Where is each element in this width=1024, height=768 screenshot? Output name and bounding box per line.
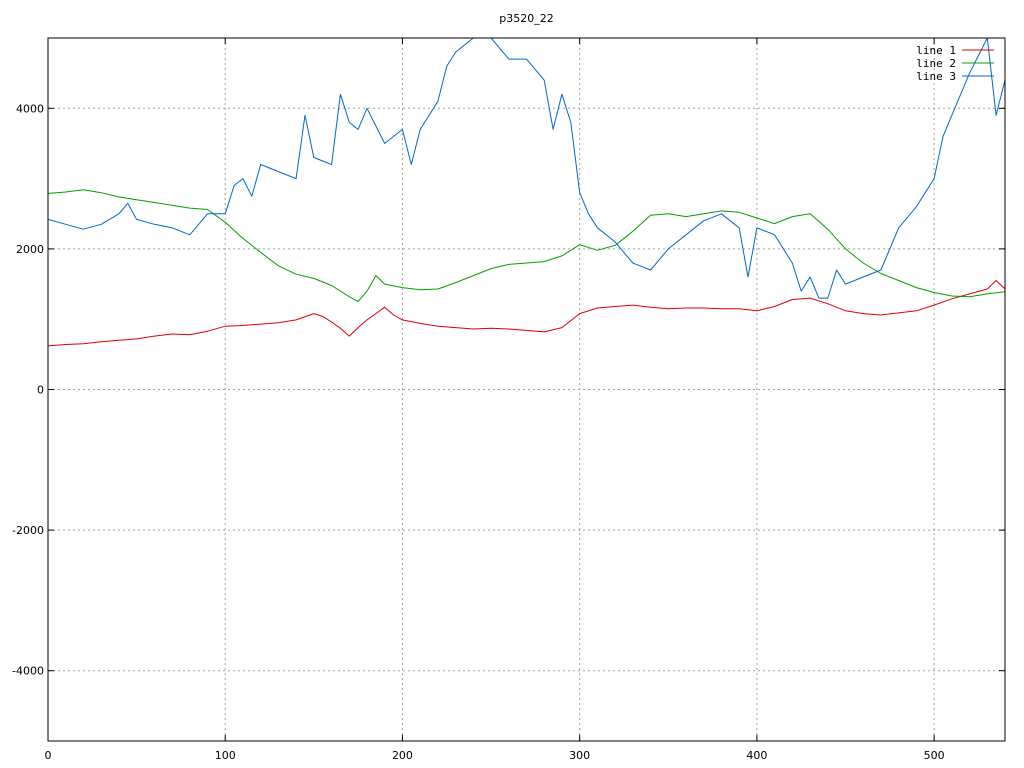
y-tick-label: 2000 xyxy=(16,243,44,256)
y-tick-label: 4000 xyxy=(16,102,44,115)
x-tick-label: 500 xyxy=(924,749,945,762)
legend-label-1: line 1 xyxy=(916,44,956,57)
series-line-1 xyxy=(48,280,1005,347)
x-tick-label: 300 xyxy=(569,749,590,762)
x-tick-label: 100 xyxy=(215,749,236,762)
x-tick-label: 0 xyxy=(45,749,52,762)
series-line-2 xyxy=(48,189,1005,303)
grid xyxy=(48,38,1005,741)
y-tick-label: -2000 xyxy=(12,524,44,537)
y-tick-label: -4000 xyxy=(12,665,44,678)
series-line-3 xyxy=(48,38,1005,299)
chart-title: p3520_22 xyxy=(499,12,553,25)
x-tick-label: 200 xyxy=(392,749,413,762)
legend-label-2: line 2 xyxy=(916,57,956,70)
legend-label-3: line 3 xyxy=(916,70,956,83)
axis-ticks: 0 100 200 300 400 500 -4000 -2000 0 2000 4000 xyxy=(12,38,1005,762)
x-tick-label: 400 xyxy=(746,749,767,762)
y-tick-label: 0 xyxy=(37,384,44,397)
series-layer xyxy=(48,38,1005,347)
plot-frame xyxy=(47,37,1006,742)
